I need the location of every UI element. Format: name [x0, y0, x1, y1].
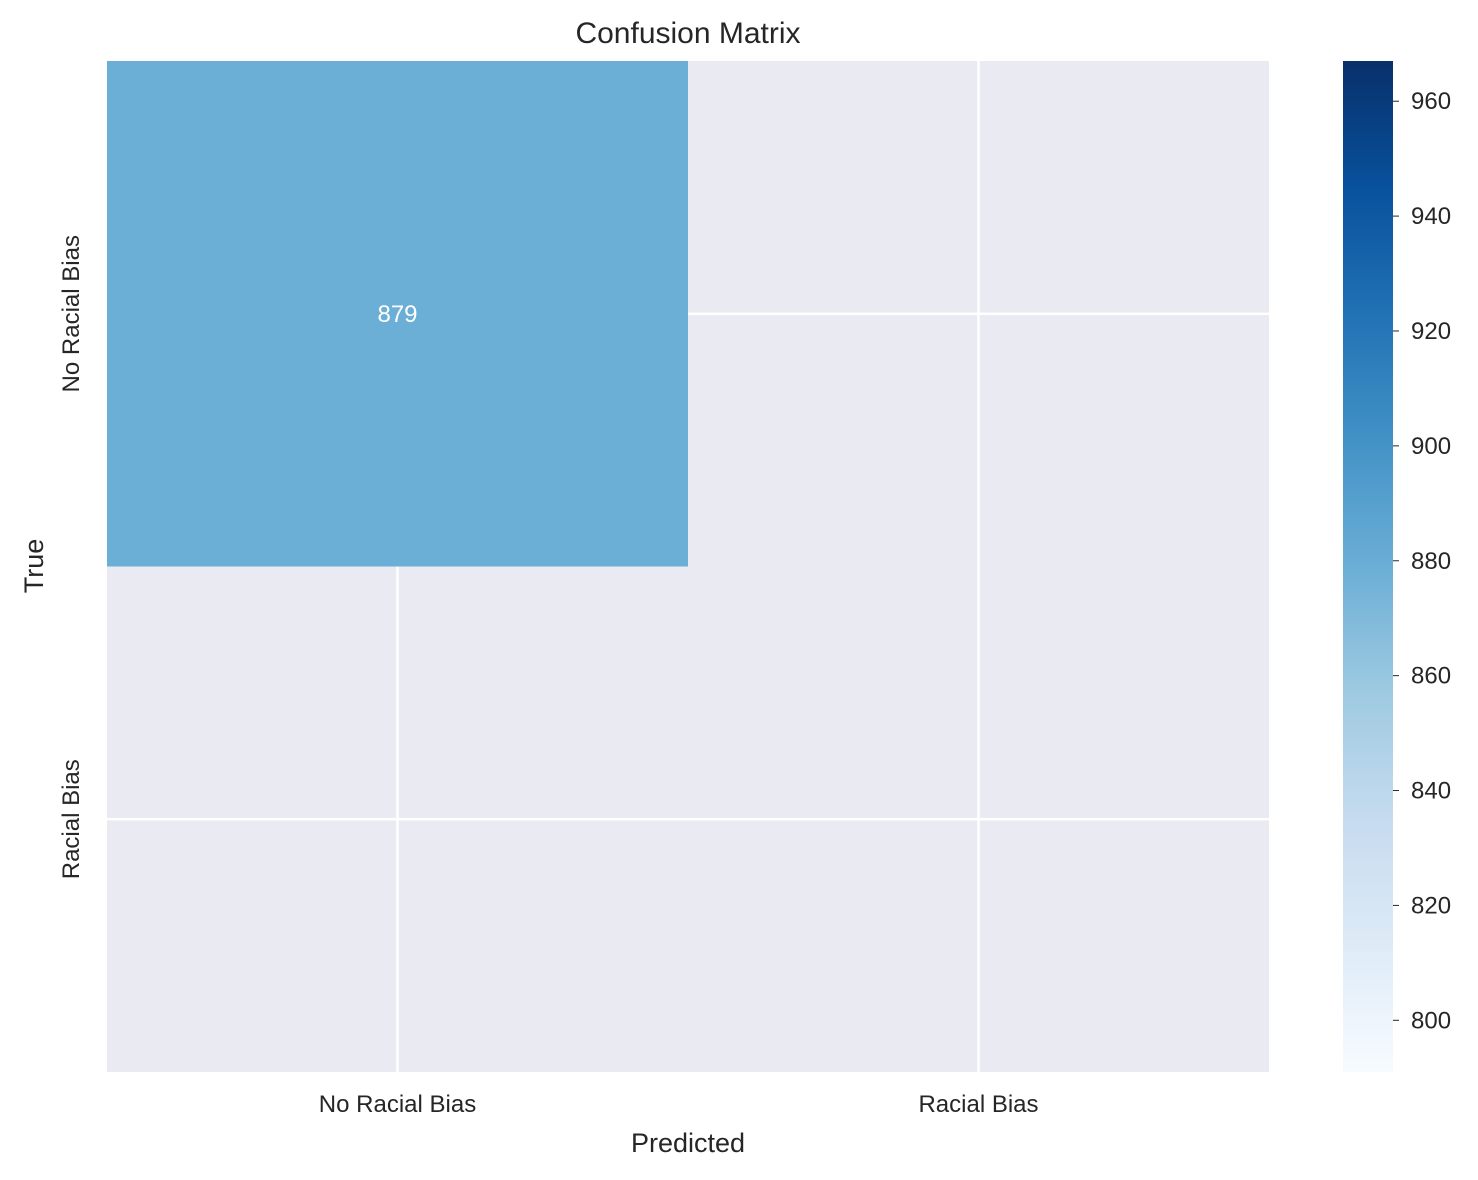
colorbar-tick-label: 880: [1411, 548, 1451, 575]
y-tick-label: No Racial Bias: [58, 235, 85, 392]
colorbar-tick-label: 860: [1411, 663, 1451, 690]
y-axis-label: True: [19, 539, 49, 594]
heatmap-cell: [107, 61, 688, 567]
x-tick-labels: No Racial Bias Racial Bias: [319, 1091, 1039, 1118]
plot-area: 879: [107, 61, 1269, 1072]
heatmap-cells: 879: [107, 61, 688, 567]
colorbar-tick-labels: 800 820 840 860 880 900 920 940 960: [1393, 88, 1451, 1034]
colorbar-tick-label: 920: [1411, 318, 1451, 345]
colorbar-tick-label: 840: [1411, 778, 1451, 805]
colorbar-tick-label: 940: [1411, 203, 1451, 230]
colorbar-tick-label: 900: [1411, 433, 1451, 460]
colorbar-tick-label: 820: [1411, 892, 1451, 919]
colorbar: 800 820 840 860 880 900 920 940 960: [1343, 61, 1451, 1072]
x-tick-label: No Racial Bias: [319, 1091, 476, 1118]
colorbar-tick-label: 800: [1411, 1007, 1451, 1034]
chart-title: Confusion Matrix: [575, 17, 800, 50]
y-tick-label: Racial Bias: [58, 759, 85, 879]
x-axis-label: Predicted: [631, 1128, 745, 1158]
colorbar-gradient: [1343, 61, 1393, 1072]
colorbar-tick-label: 960: [1411, 88, 1451, 115]
x-tick-label: Racial Bias: [918, 1091, 1038, 1118]
cell-value-label: 879: [377, 301, 417, 328]
y-tick-labels: No Racial Bias Racial Bias: [58, 235, 85, 879]
